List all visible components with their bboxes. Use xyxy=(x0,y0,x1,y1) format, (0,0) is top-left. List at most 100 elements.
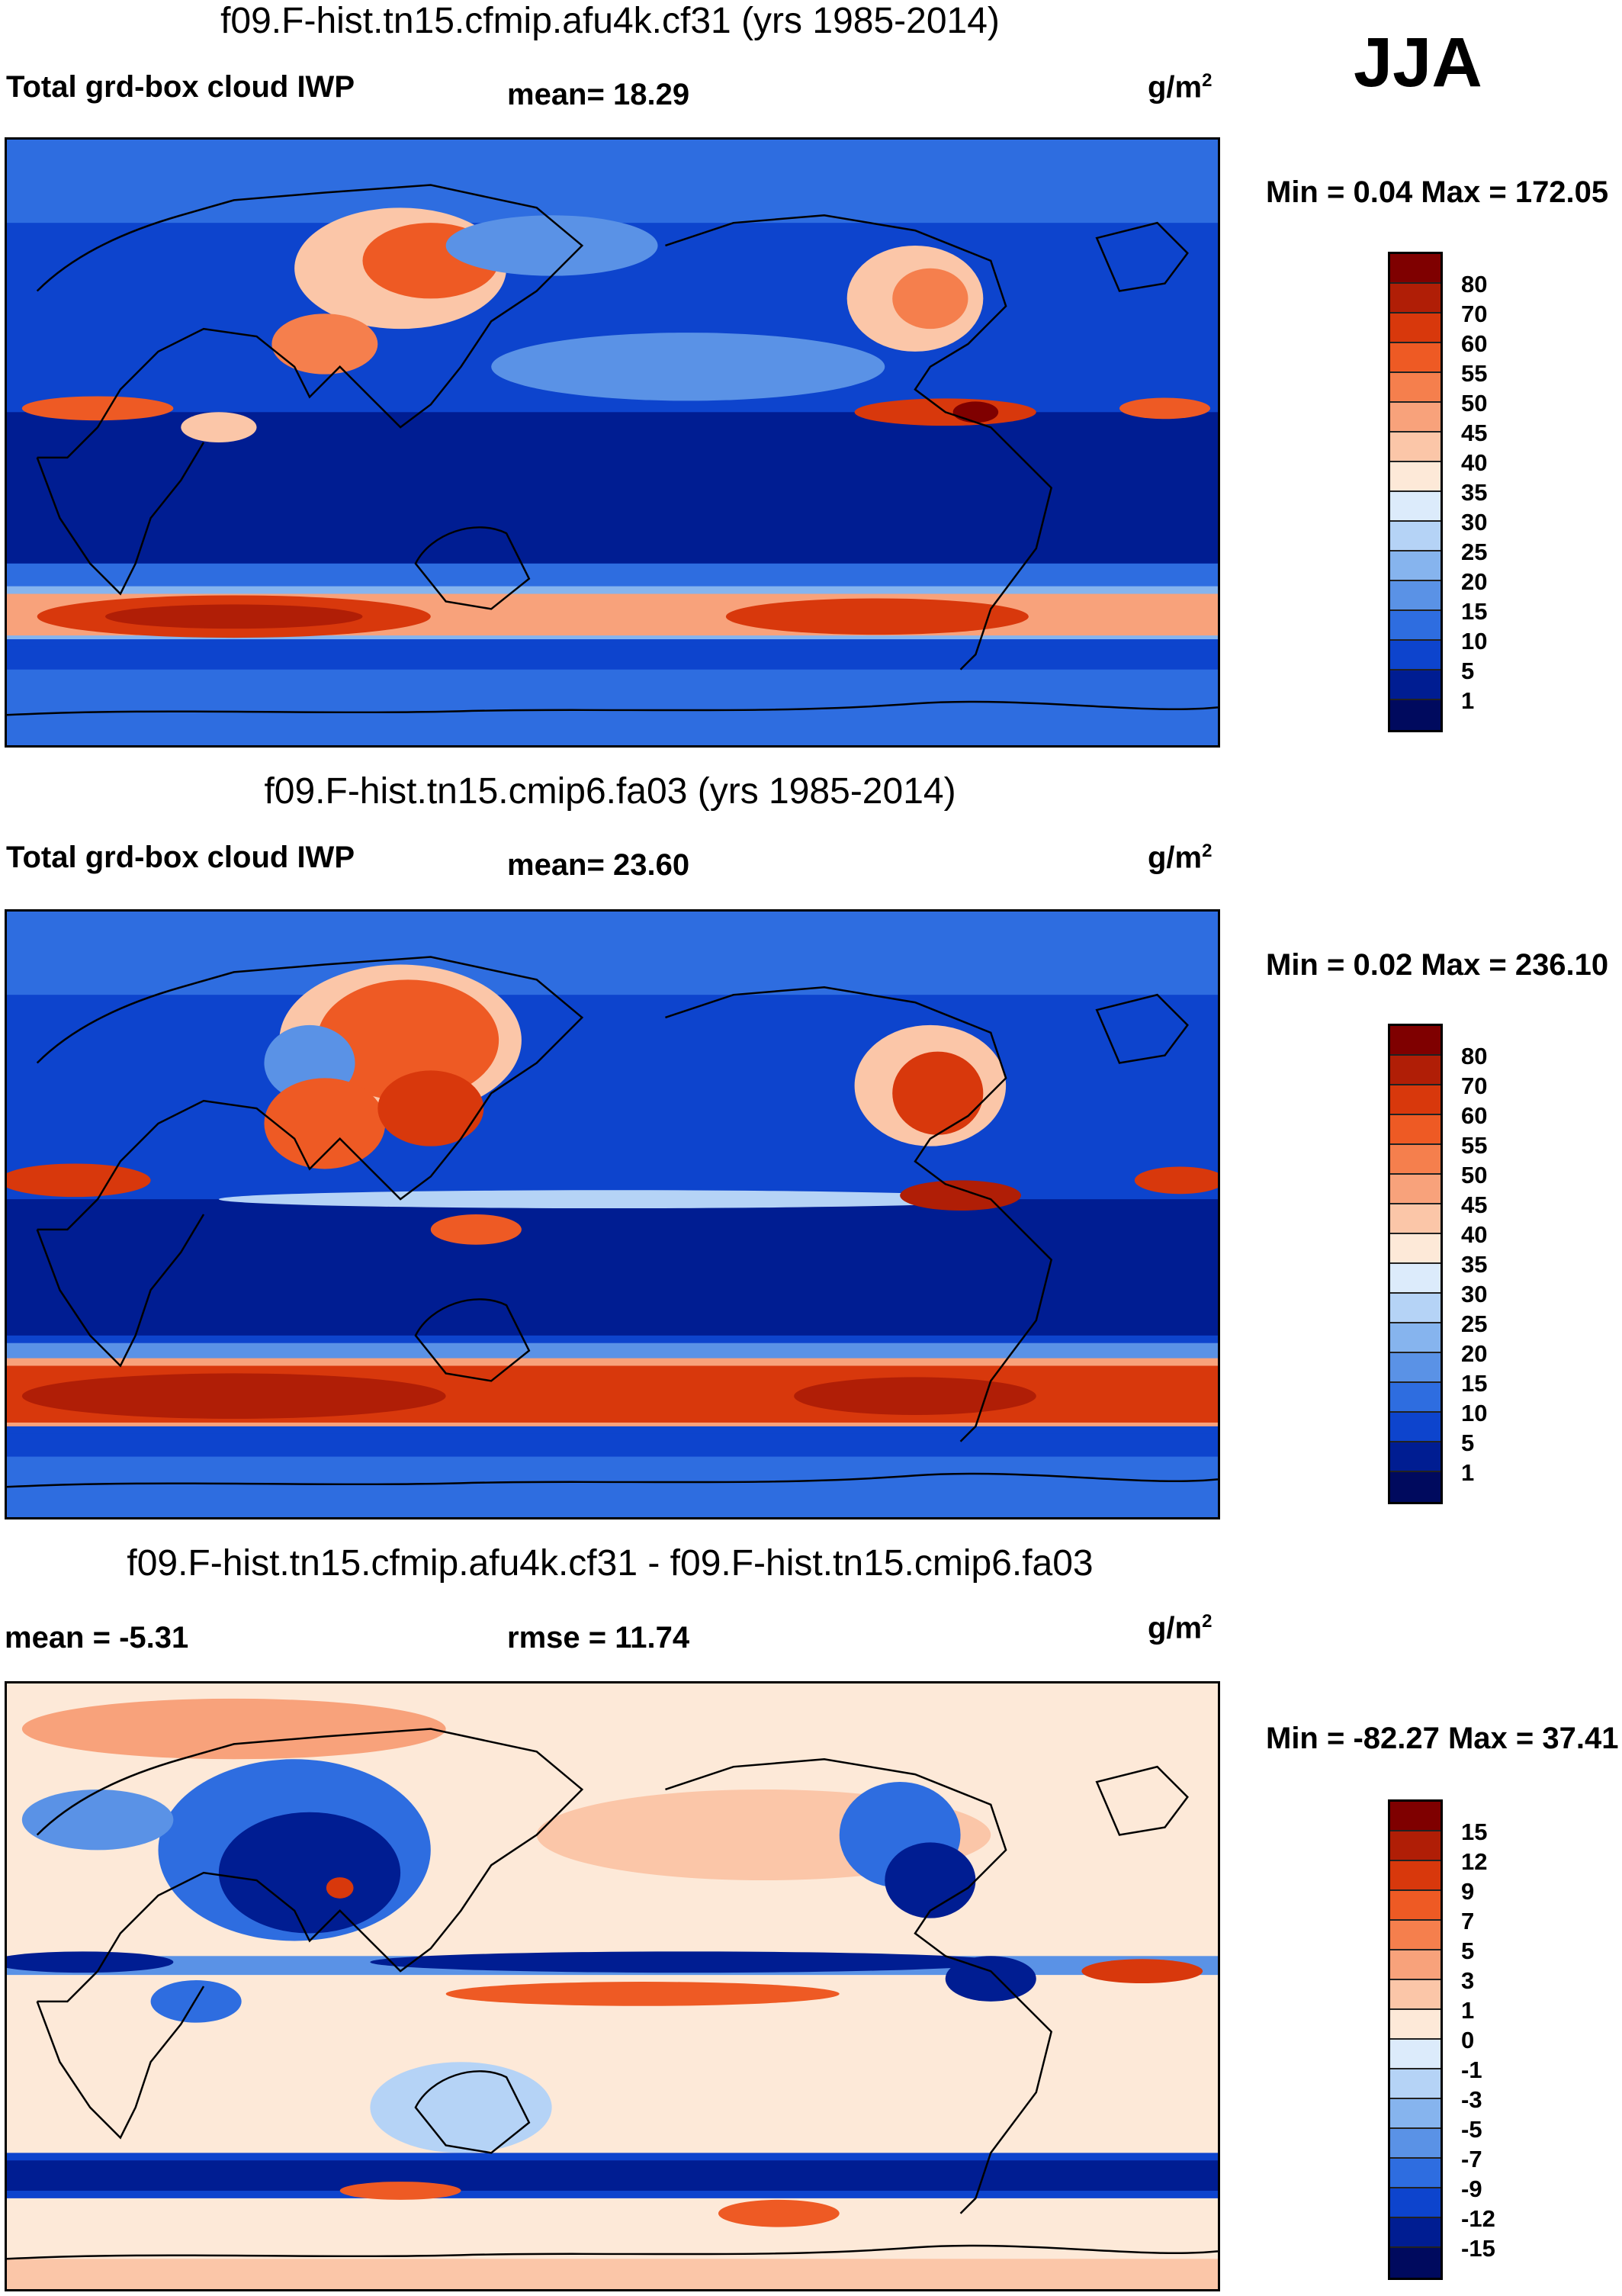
panel1-colorbar-tick: 1 xyxy=(1461,687,1475,714)
panel2-colorbar-tick: 35 xyxy=(1461,1251,1488,1278)
panel3-map xyxy=(5,1681,1220,2291)
panel1-title: f09.F-hist.tn15.cfmip.afu4k.cf31 (yrs 19… xyxy=(220,1,1000,41)
panel3-colorbar-box xyxy=(1390,2010,1441,2040)
panel3-colorbar-tick: 7 xyxy=(1461,1908,1475,1934)
panel2-colorbar-box xyxy=(1390,1085,1441,1115)
panel3-colorbar-box xyxy=(1390,2099,1441,2129)
panel2-colorbar-box xyxy=(1390,1175,1441,1204)
panel3-colorbar-box xyxy=(1390,2188,1441,2218)
panel3-colorbar-tick: 15 xyxy=(1461,1818,1488,1845)
panel3-colorbar-box xyxy=(1390,1831,1441,1861)
panel2-colorbar-box xyxy=(1390,1026,1441,1056)
panel2-colorbar-box xyxy=(1390,1383,1441,1413)
panel2-variable-label: Total grd-box cloud IWP xyxy=(6,841,355,874)
panel1-colorbar-box xyxy=(1390,700,1441,730)
panel1-colorbar-box xyxy=(1390,254,1441,284)
panel1-colorbar-tick: 5 xyxy=(1461,658,1475,684)
panel3-colorbar xyxy=(1388,1799,1443,2280)
panel3-colorbar-tick: -5 xyxy=(1461,2116,1482,2143)
panel2-colorbar xyxy=(1388,1024,1443,1504)
panel2-colorbar-box xyxy=(1390,1204,1441,1234)
panel1-colorbar-tick: 70 xyxy=(1461,301,1488,327)
panel2-colorbar-tick: 50 xyxy=(1461,1162,1488,1188)
panel1-colorbar-tick: 55 xyxy=(1461,360,1488,387)
panel2-colorbar-box xyxy=(1390,1353,1441,1383)
panel1-colorbar-tick: 15 xyxy=(1461,598,1488,625)
panel3-colorbar-box xyxy=(1390,1891,1441,1921)
panel3-colorbar-tick: 9 xyxy=(1461,1878,1475,1905)
panel3-colorbar-tick: -12 xyxy=(1461,2205,1495,2232)
panel1-colorbar-box xyxy=(1390,522,1441,551)
panel1-colorbar-tick: 35 xyxy=(1461,479,1488,506)
panel1-colorbar-box xyxy=(1390,433,1441,462)
panel2-map xyxy=(5,909,1220,1519)
panel2-colorbar-tick: 30 xyxy=(1461,1281,1488,1307)
panel1-colorbar-box xyxy=(1390,314,1441,343)
panel1-minmax: Min = 0.04 Max = 172.05 xyxy=(1266,175,1609,209)
panel2-colorbar-tick: 1 xyxy=(1461,1459,1475,1486)
panel2-colorbar-box xyxy=(1390,1472,1441,1502)
panel1-colorbar-tick: 40 xyxy=(1461,449,1488,476)
panel2-colorbar-box xyxy=(1390,1323,1441,1353)
panel2-colorbar-box xyxy=(1390,1115,1441,1145)
panel1-colorbar-box xyxy=(1390,551,1441,581)
panel1-variable-label: Total grd-box cloud IWP xyxy=(6,70,355,104)
panel3-colorbar-box xyxy=(1390,2129,1441,2159)
panel3-colorbar-tick: -1 xyxy=(1461,2056,1482,2083)
panel1-colorbar-box xyxy=(1390,611,1441,641)
panel3-minmax: Min = -82.27 Max = 37.41 xyxy=(1266,1722,1619,1755)
panel3-title: f09.F-hist.tn15.cfmip.afu4k.cf31 - f09.F… xyxy=(127,1543,1094,1584)
panel3-mean-label: mean = -5.31 xyxy=(5,1621,189,1654)
panel1-colorbar-tick: 50 xyxy=(1461,390,1488,416)
panel2-colorbar-box xyxy=(1390,1234,1441,1264)
panel1-mean-label: mean= 18.29 xyxy=(507,78,690,111)
panel2-minmax: Min = 0.02 Max = 236.10 xyxy=(1266,948,1609,982)
panel2-colorbar-tick: 80 xyxy=(1461,1043,1488,1069)
panel2-colorbar-tick: 20 xyxy=(1461,1340,1488,1367)
panel3-rmse-label: rmse = 11.74 xyxy=(507,1621,690,1654)
panel1-colorbar-box xyxy=(1390,343,1441,373)
panel3-colorbar-tick: -9 xyxy=(1461,2175,1482,2202)
panel1-colorbar-tick: 45 xyxy=(1461,420,1488,446)
panel1-colorbar-box xyxy=(1390,641,1441,670)
panel2-mean-label: mean= 23.60 xyxy=(507,848,690,882)
panel3-colorbar-tick: -15 xyxy=(1461,2235,1495,2262)
panel1-colorbar xyxy=(1388,252,1443,732)
panel3-colorbar-box xyxy=(1390,1921,1441,1950)
panel2-colorbar-tick: 5 xyxy=(1461,1429,1475,1456)
panel2-colorbar-box xyxy=(1390,1145,1441,1175)
panel1-colorbar-box xyxy=(1390,462,1441,492)
panel2-colorbar-tick: 15 xyxy=(1461,1370,1488,1397)
panel1-map xyxy=(5,137,1220,748)
panel1-colorbar-tick: 60 xyxy=(1461,330,1488,357)
panel3-colorbar-tick: 0 xyxy=(1461,2027,1475,2053)
panel3-colorbar-tick: -3 xyxy=(1461,2086,1482,2113)
panel1-colorbar-tick: 20 xyxy=(1461,568,1488,595)
panel1-colorbar-tick: 30 xyxy=(1461,509,1488,535)
panel3-colorbar-tick: 5 xyxy=(1461,1937,1475,1964)
panel1-colorbar-tick: 10 xyxy=(1461,628,1488,654)
panel3-colorbar-tick: 1 xyxy=(1461,1997,1475,2024)
panel1-colorbar-box xyxy=(1390,492,1441,522)
panel1-colorbar-tick: 25 xyxy=(1461,539,1488,565)
panel2-colorbar-tick: 40 xyxy=(1461,1221,1488,1248)
panel3-colorbar-tick: -7 xyxy=(1461,2146,1482,2172)
panel1-colorbar-box xyxy=(1390,670,1441,700)
panel2-colorbar-tick: 70 xyxy=(1461,1072,1488,1099)
panel3-colorbar-box xyxy=(1390,2159,1441,2188)
panel1-units: g/m2 xyxy=(1148,70,1212,105)
panel2-colorbar-box xyxy=(1390,1413,1441,1442)
panel3-colorbar-tick: 12 xyxy=(1461,1848,1488,1875)
panel2-colorbar-box xyxy=(1390,1294,1441,1323)
panel3-colorbar-box xyxy=(1390,1950,1441,1980)
panel1-colorbar-box xyxy=(1390,581,1441,611)
panel3-units: g/m2 xyxy=(1148,1611,1212,1645)
panel2-colorbar-tick: 10 xyxy=(1461,1400,1488,1426)
panel3-colorbar-box xyxy=(1390,2069,1441,2099)
panel2-colorbar-tick: 55 xyxy=(1461,1132,1488,1159)
panel2-title: f09.F-hist.tn15.cmip6.fa03 (yrs 1985-201… xyxy=(264,771,956,812)
panel2-colorbar-box xyxy=(1390,1442,1441,1472)
panel3-colorbar-box xyxy=(1390,1980,1441,2010)
panel2-units: g/m2 xyxy=(1148,841,1212,875)
panel2-colorbar-box xyxy=(1390,1056,1441,1085)
